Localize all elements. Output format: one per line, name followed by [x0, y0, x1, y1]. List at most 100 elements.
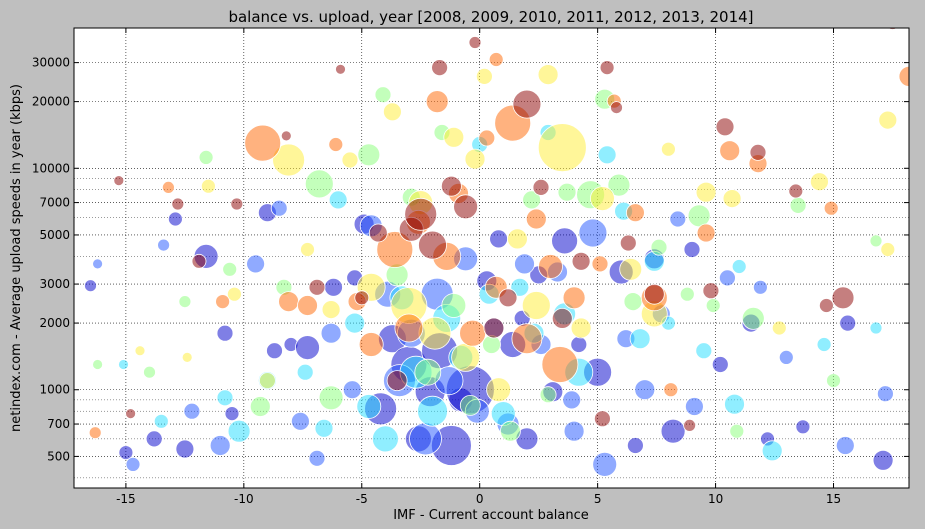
data-point-2008	[266, 342, 283, 360]
data-point-2013	[898, 66, 909, 87]
y-tick-label: 30000	[32, 56, 70, 70]
data-point-2012	[880, 242, 896, 257]
data-point-2008	[872, 449, 894, 471]
data-point-2009	[125, 456, 141, 472]
data-point-2014	[125, 408, 137, 420]
data-point-2011	[869, 234, 883, 248]
x-tick-label: 10	[708, 492, 723, 506]
data-point-2014	[440, 175, 462, 197]
data-point-2013	[88, 426, 102, 440]
data-point-2010	[344, 312, 366, 334]
data-point-2013	[541, 346, 579, 383]
data-point-2008	[683, 241, 701, 258]
data-point-2014	[171, 197, 185, 211]
data-point-2013	[562, 286, 586, 310]
data-point-2009	[157, 238, 171, 252]
data-point-2008	[216, 324, 234, 342]
data-point-2011	[729, 423, 745, 439]
data-point-2014	[551, 307, 573, 329]
data-point-2008	[627, 437, 644, 454]
data-point-2013	[244, 124, 282, 162]
data-point-2014	[498, 288, 518, 308]
data-point-2009	[719, 269, 736, 287]
x-tick-label: 5	[594, 492, 602, 506]
data-point-2010	[417, 395, 448, 427]
data-point-2009	[578, 218, 608, 248]
chart-title: balance vs. upload, year [2008, 2009, 20…	[228, 8, 753, 26]
data-point-2011	[459, 394, 481, 416]
data-point-2011	[557, 182, 577, 202]
data-point-2011	[539, 386, 557, 404]
data-point-2011	[705, 298, 721, 313]
data-point-2011	[318, 385, 344, 411]
data-point-2008	[795, 419, 811, 435]
data-point-2012	[200, 178, 216, 194]
data-point-2013	[626, 203, 645, 223]
data-point-2009	[753, 279, 768, 295]
data-point-2009	[778, 349, 794, 365]
data-point-2014	[191, 253, 207, 269]
data-point-2014	[819, 298, 834, 313]
data-point-2008	[84, 279, 97, 293]
data-point-2009	[409, 422, 442, 456]
data-point-2010	[356, 394, 382, 419]
data-point-2014	[354, 290, 370, 306]
data-point-2009	[92, 258, 103, 270]
data-point-2014	[532, 178, 550, 196]
data-point-2012	[661, 141, 676, 157]
data-point-2014	[610, 101, 623, 114]
data-point-2010	[629, 328, 651, 350]
data-point-2009	[634, 379, 656, 401]
data-point-2012	[321, 300, 341, 320]
data-point-2011	[357, 143, 381, 167]
data-point-2011	[789, 196, 807, 214]
data-point-2009	[342, 380, 362, 400]
data-point-2008	[660, 418, 686, 444]
y-tick-label: 3000	[39, 277, 70, 291]
x-tick-label: -15	[116, 492, 136, 506]
data-point-2014	[571, 251, 591, 271]
data-point-2011	[522, 190, 541, 210]
data-point-2013	[823, 200, 839, 216]
data-point-2012	[258, 372, 276, 390]
data-point-2012	[590, 186, 615, 212]
data-point-2013	[478, 129, 496, 147]
data-point-2014	[683, 418, 696, 432]
y-tick-label: 700	[47, 417, 70, 431]
y-tick-label: 20000	[32, 95, 70, 109]
data-point-2010	[328, 190, 348, 210]
x-tick-label: -5	[356, 492, 368, 506]
data-point-2010	[695, 342, 713, 360]
data-point-2012	[722, 189, 742, 209]
data-point-2011	[304, 169, 334, 199]
data-point-2009	[877, 385, 894, 403]
data-point-2011	[650, 238, 668, 256]
data-point-2014	[335, 63, 346, 75]
data-point-2013	[538, 254, 563, 279]
data-point-2012	[451, 342, 481, 372]
data-point-2011	[679, 286, 695, 302]
data-point-2014	[594, 410, 611, 428]
data-point-2010	[153, 413, 169, 429]
data-point-2009	[209, 435, 231, 456]
data-point-2011	[499, 420, 521, 442]
data-point-2014	[512, 89, 542, 119]
data-point-2012	[619, 257, 643, 281]
data-point-2011	[198, 149, 214, 165]
data-point-2012	[507, 228, 528, 250]
data-point-2010	[816, 337, 832, 352]
data-point-2012	[443, 126, 465, 148]
data-point-2012	[181, 351, 193, 363]
data-point-2012	[341, 151, 359, 169]
data-point-2013	[525, 208, 547, 230]
data-point-2009	[183, 402, 201, 420]
data-point-2008	[489, 229, 509, 249]
data-point-2013	[161, 180, 175, 194]
data-point-2010	[731, 259, 747, 274]
y-axis-label: netindex.com - Average upload speeds in …	[9, 84, 24, 432]
data-point-2008	[175, 439, 195, 459]
data-point-2012	[810, 172, 829, 192]
data-point-2009	[685, 397, 704, 416]
data-point-2011	[374, 86, 392, 104]
data-point-2008	[551, 227, 578, 255]
